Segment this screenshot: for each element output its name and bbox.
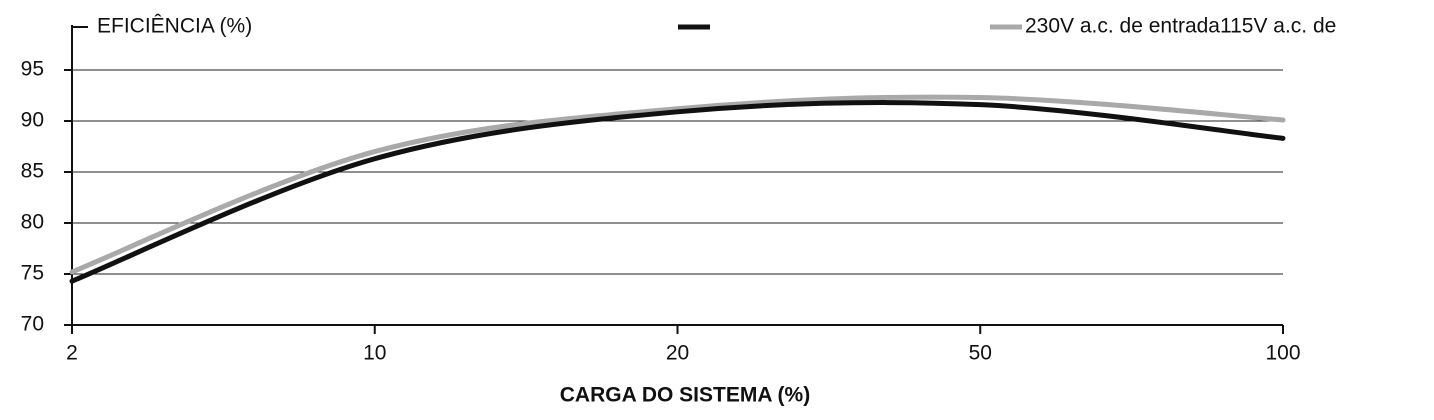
- x-tick-label: 2: [66, 342, 78, 365]
- x-tick-label: 10: [363, 342, 386, 365]
- y-tick-label: 95: [21, 58, 44, 81]
- y-tick-label: 85: [21, 160, 44, 183]
- y-tick-label: 90: [21, 109, 44, 132]
- series-line: [69, 94, 1286, 275]
- x-axis-label: CARGA DO SISTEMA (%): [560, 384, 810, 407]
- x-tick-label: 20: [666, 342, 689, 365]
- y-tick-label: 75: [21, 262, 44, 285]
- x-tick-label: 100: [1265, 342, 1300, 365]
- series-line: [69, 100, 1286, 284]
- legend-text: 230V a.c. de entrada115V a.c. de: [1025, 15, 1336, 38]
- y-axis-label: EFICIÊNCIA (%): [97, 15, 252, 38]
- x-tick-label: 50: [969, 342, 992, 365]
- y-tick-label: 80: [21, 211, 44, 234]
- y-tick-label: 70: [21, 313, 44, 336]
